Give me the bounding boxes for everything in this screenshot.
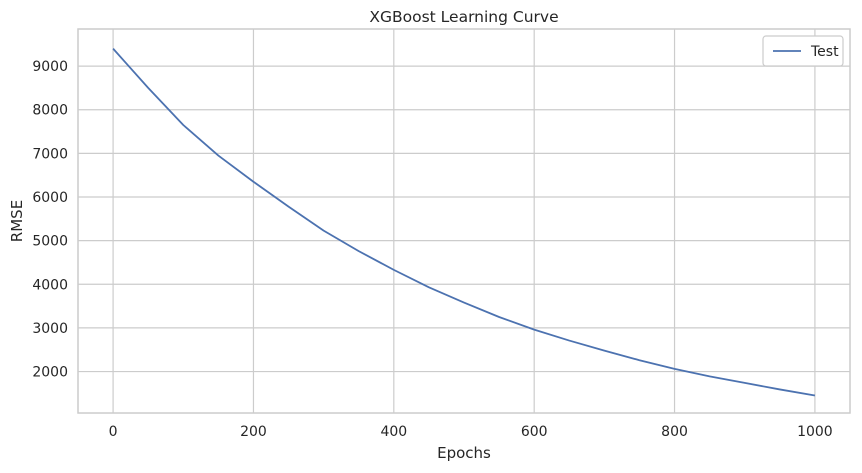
y-tick-label: 2000 (32, 365, 68, 381)
legend-label: Test (810, 44, 839, 60)
x-tick-label: 800 (661, 424, 688, 440)
x-tick-label: 400 (380, 424, 407, 440)
y-tick-label: 5000 (32, 234, 68, 250)
chart-title: XGBoost Learning Curve (369, 8, 558, 26)
x-tick-label: 0 (109, 424, 118, 440)
y-tick-labels: 2000 3000 4000 5000 6000 7000 8000 9000 (32, 59, 68, 380)
grid-lines (78, 29, 850, 413)
y-axis-label: RMSE (8, 200, 26, 242)
plot-frame (78, 29, 850, 413)
y-tick-label: 7000 (32, 146, 68, 162)
legend: Test (763, 36, 843, 66)
y-tick-label: 9000 (32, 59, 68, 75)
y-tick-label: 3000 (32, 321, 68, 337)
x-tick-label: 200 (240, 424, 267, 440)
series-line-test (113, 49, 815, 396)
y-tick-label: 8000 (32, 103, 68, 119)
x-tick-label: 600 (521, 424, 548, 440)
x-tick-labels: 0 200 400 600 800 1000 (109, 424, 833, 440)
y-tick-label: 6000 (32, 190, 68, 206)
series-layer (113, 49, 815, 396)
x-tick-label: 1000 (797, 424, 833, 440)
y-tick-label: 4000 (32, 277, 68, 293)
x-axis-label: Epochs (437, 444, 491, 462)
